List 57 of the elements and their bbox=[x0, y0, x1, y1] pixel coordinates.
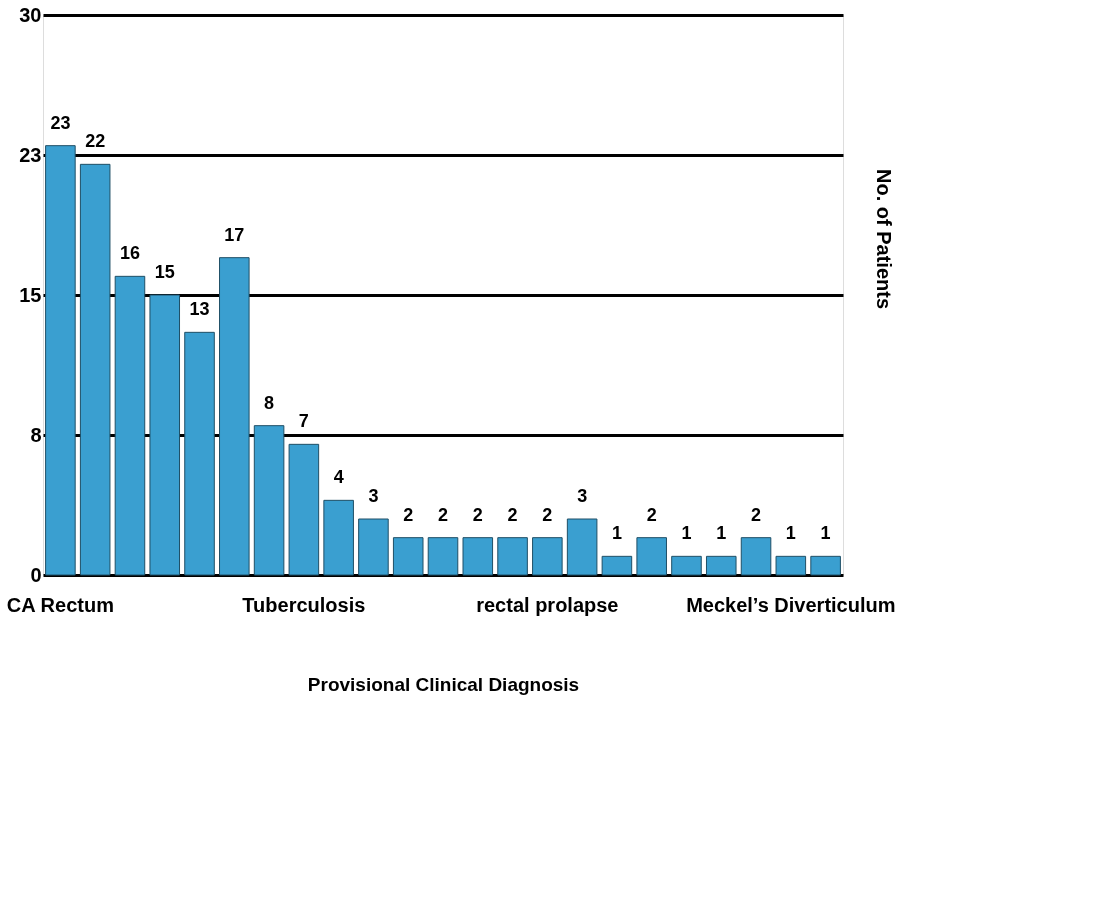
data-label: 3 bbox=[368, 486, 379, 506]
data-label: 4 bbox=[333, 467, 344, 488]
data-label: 1 bbox=[681, 523, 692, 544]
data-label: 16 bbox=[119, 243, 140, 264]
data-label: 2 bbox=[542, 504, 553, 525]
data-label: 1 bbox=[785, 523, 796, 544]
y-tick-label: 8 bbox=[30, 423, 42, 446]
y-axis-title: No. of Patients bbox=[873, 168, 895, 310]
bar bbox=[358, 518, 389, 576]
bar bbox=[636, 537, 667, 576]
data-label: 2 bbox=[437, 504, 449, 525]
bar bbox=[392, 537, 424, 576]
bar bbox=[323, 499, 354, 576]
bar bbox=[601, 555, 633, 576]
y-tick-label: 23 bbox=[19, 143, 42, 166]
bar bbox=[497, 537, 528, 576]
x-tick-label: CA Rectum bbox=[6, 593, 114, 616]
y-tick-label: 30 bbox=[19, 3, 42, 26]
bar bbox=[79, 163, 111, 576]
data-label: 13 bbox=[189, 299, 210, 320]
y-tick-label: 0 bbox=[30, 563, 42, 586]
data-label: 2 bbox=[751, 504, 762, 525]
bar bbox=[288, 443, 320, 576]
data-label: 22 bbox=[85, 131, 106, 152]
bar bbox=[740, 537, 772, 576]
data-label: 8 bbox=[264, 392, 275, 413]
x-axis-title: Provisional Clinical Diagnosis bbox=[307, 673, 580, 695]
data-label: 2 bbox=[403, 504, 414, 525]
data-label: 15 bbox=[154, 262, 175, 282]
bar bbox=[810, 555, 841, 576]
data-label: 2 bbox=[507, 504, 518, 525]
bar bbox=[775, 555, 807, 576]
bar bbox=[45, 145, 76, 576]
bar bbox=[671, 555, 702, 576]
data-label: 2 bbox=[472, 504, 483, 525]
bar bbox=[253, 425, 285, 576]
bar bbox=[114, 275, 146, 576]
bar bbox=[427, 537, 459, 576]
bar bbox=[184, 331, 215, 576]
data-label: 1 bbox=[820, 523, 831, 544]
bar bbox=[149, 294, 181, 576]
data-label: 1 bbox=[716, 523, 727, 544]
data-label: 1 bbox=[611, 523, 622, 544]
bar bbox=[219, 257, 250, 576]
x-tick-label: Tuberculosis bbox=[242, 593, 366, 616]
data-label: 7 bbox=[298, 411, 309, 432]
data-label: 23 bbox=[50, 112, 71, 133]
data-label: 2 bbox=[646, 504, 657, 525]
bar bbox=[705, 555, 737, 576]
data-label: 17 bbox=[224, 224, 245, 245]
x-tick-label: Meckel’s Diverticulum bbox=[686, 593, 896, 616]
data-label: 3 bbox=[577, 486, 588, 506]
bar bbox=[532, 537, 563, 576]
bar bbox=[462, 537, 494, 576]
x-tick-label: rectal prolapse bbox=[476, 593, 619, 616]
bar bbox=[566, 518, 598, 576]
y-tick-label: 15 bbox=[19, 283, 42, 306]
